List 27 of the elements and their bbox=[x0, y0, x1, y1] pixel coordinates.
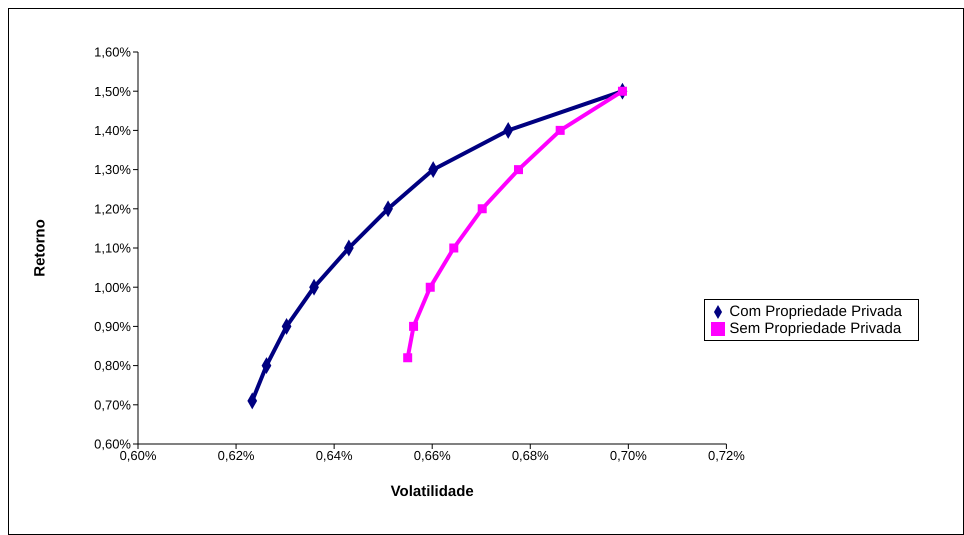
x-tick-label: 0,64% bbox=[316, 448, 353, 464]
point bbox=[449, 244, 458, 252]
y-tick-label: 0,70% bbox=[94, 397, 132, 412]
x-tick-label: 0,62% bbox=[218, 448, 255, 464]
point bbox=[514, 165, 524, 174]
y-tick-label: 1,20% bbox=[94, 201, 132, 216]
y-axis-title: Retorno bbox=[31, 219, 48, 277]
y-tick-label: 1,50% bbox=[94, 84, 132, 99]
point bbox=[403, 353, 412, 362]
legend-label: Com Propriedade Privada bbox=[729, 303, 902, 320]
point bbox=[409, 322, 418, 331]
y-tick-label: 0,80% bbox=[94, 358, 132, 374]
x-tick-label: 0,66% bbox=[414, 448, 452, 464]
y-tick-label: 1,10% bbox=[94, 240, 132, 256]
y-tick-label: 1,30% bbox=[94, 162, 132, 178]
point bbox=[426, 282, 435, 292]
point bbox=[556, 126, 565, 135]
y-tick-label: 0,90% bbox=[94, 319, 132, 334]
x-tick-label: 0,70% bbox=[610, 448, 648, 464]
x-tick-label: 0,72% bbox=[708, 448, 746, 464]
y-tick-label: 1,00% bbox=[94, 280, 132, 295]
x-tick-label: 0,68% bbox=[512, 448, 550, 464]
legend-label: Sem Propriedade Privada bbox=[729, 320, 902, 337]
y-tick-label: 1,60% bbox=[94, 44, 132, 60]
y-tick-label: 1,40% bbox=[94, 123, 132, 138]
point bbox=[478, 204, 487, 214]
x-axis-title: Volatilidade bbox=[390, 483, 474, 500]
